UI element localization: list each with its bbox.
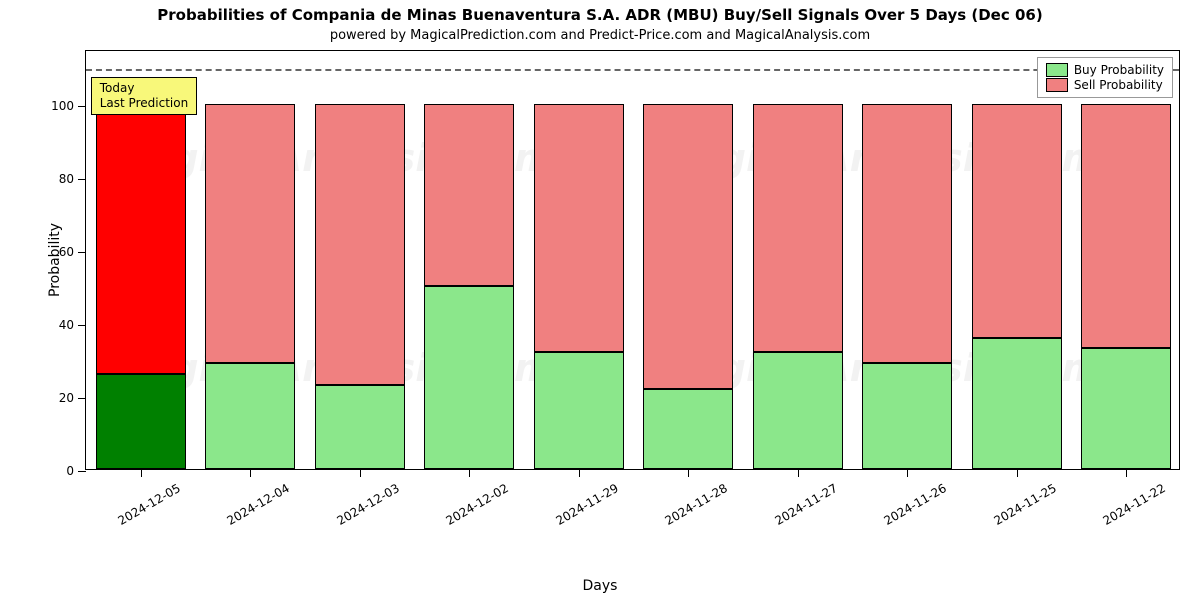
buy-bar xyxy=(205,363,295,469)
legend-item: Sell Probability xyxy=(1046,78,1164,92)
chart-subtitle: powered by MagicalPrediction.com and Pre… xyxy=(0,28,1200,43)
sell-bar xyxy=(205,104,295,363)
chart-figure: Probabilities of Compania de Minas Buena… xyxy=(0,0,1200,600)
x-tick-label: 2024-12-05 xyxy=(115,481,182,528)
y-tick xyxy=(78,325,86,326)
sell-bar xyxy=(862,104,952,363)
x-tick-label: 2024-12-03 xyxy=(334,481,401,528)
legend: Buy ProbabilitySell Probability xyxy=(1037,57,1173,98)
y-tick xyxy=(78,179,86,180)
bar-group xyxy=(96,104,186,469)
legend-swatch xyxy=(1046,63,1068,77)
chart-title: Probabilities of Compania de Minas Buena… xyxy=(0,6,1200,24)
y-tick-label: 80 xyxy=(59,172,74,186)
x-tick-label: 2024-12-02 xyxy=(444,481,511,528)
x-tick-label: 2024-12-04 xyxy=(225,481,292,528)
x-tick xyxy=(907,469,908,477)
y-tick xyxy=(78,398,86,399)
x-tick-label: 2024-11-27 xyxy=(772,481,839,528)
x-axis-label: Days xyxy=(0,578,1200,594)
x-tick xyxy=(141,469,142,477)
bar-group xyxy=(424,104,514,469)
bar-group xyxy=(643,104,733,469)
today-annotation: Today Last Prediction xyxy=(91,77,197,115)
bar-group xyxy=(972,104,1062,469)
x-tick xyxy=(1017,469,1018,477)
buy-bar xyxy=(753,352,843,469)
legend-item: Buy Probability xyxy=(1046,63,1164,77)
y-tick-label: 40 xyxy=(59,318,74,332)
buy-bar xyxy=(424,286,514,469)
sell-bar xyxy=(315,104,405,385)
buy-bar xyxy=(96,374,186,469)
x-tick xyxy=(469,469,470,477)
sell-bar xyxy=(534,104,624,352)
buy-bar xyxy=(534,352,624,469)
plot-area: MagicalAnalysis.comMagicalAnalysis.comMa… xyxy=(85,50,1180,470)
x-tick xyxy=(1126,469,1127,477)
x-tick xyxy=(360,469,361,477)
bar-group xyxy=(862,104,952,469)
sell-bar xyxy=(753,104,843,352)
bar-group xyxy=(315,104,405,469)
x-tick-label: 2024-11-28 xyxy=(663,481,730,528)
y-tick-label: 20 xyxy=(59,391,74,405)
sell-bar xyxy=(1081,104,1171,349)
x-tick xyxy=(688,469,689,477)
x-tick-label: 2024-11-25 xyxy=(991,481,1058,528)
legend-label: Buy Probability xyxy=(1074,63,1164,77)
bar-group xyxy=(205,104,295,469)
x-tick-label: 2024-11-29 xyxy=(553,481,620,528)
y-tick xyxy=(78,252,86,253)
y-tick-label: 100 xyxy=(51,99,74,113)
buy-bar xyxy=(643,389,733,469)
sell-bar xyxy=(96,104,186,374)
x-tick-label: 2024-11-26 xyxy=(882,481,949,528)
x-tick xyxy=(798,469,799,477)
buy-bar xyxy=(1081,348,1171,469)
bar-group xyxy=(534,104,624,469)
y-tick xyxy=(78,471,86,472)
y-axis-label: Probability xyxy=(47,223,63,297)
buy-bar xyxy=(315,385,405,469)
legend-swatch xyxy=(1046,78,1068,92)
x-tick xyxy=(250,469,251,477)
y-tick-label: 60 xyxy=(59,245,74,259)
x-tick-label: 2024-11-22 xyxy=(1101,481,1168,528)
bars xyxy=(86,51,1179,469)
y-tick xyxy=(78,106,86,107)
bar-group xyxy=(1081,104,1171,469)
legend-label: Sell Probability xyxy=(1074,78,1163,92)
buy-bar xyxy=(972,338,1062,469)
y-tick-label: 0 xyxy=(66,464,74,478)
sell-bar xyxy=(972,104,1062,338)
buy-bar xyxy=(862,363,952,469)
sell-bar xyxy=(643,104,733,389)
bar-group xyxy=(753,104,843,469)
x-tick xyxy=(579,469,580,477)
sell-bar xyxy=(424,104,514,287)
